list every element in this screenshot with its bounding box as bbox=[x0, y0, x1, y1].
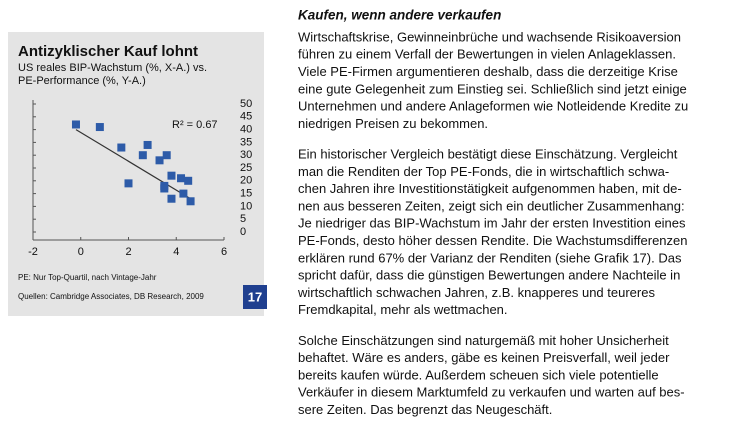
article-line: sere Zeiten. Das begrenzt das Neugeschäf… bbox=[298, 402, 552, 417]
article-line: man die Renditen der Top PE-Fonds, die i… bbox=[298, 164, 669, 179]
article-line: spricht dafür, dass die günstigen Bewert… bbox=[298, 268, 680, 283]
annotation: R² = 0.67 bbox=[172, 119, 218, 131]
trendline bbox=[75, 129, 191, 200]
article-line: führen zu einem Verfall der Bewertungen … bbox=[298, 47, 676, 62]
y-tick-label: 10 bbox=[240, 200, 252, 212]
article-line: Ein historischer Vergleich bestätigt die… bbox=[298, 147, 678, 162]
point bbox=[177, 174, 186, 183]
y-tick-label: 50 bbox=[240, 98, 252, 110]
article-line: nen aus besseren Zeiten, zeigt sich ein … bbox=[298, 198, 685, 213]
x-tick-label: 0 bbox=[78, 246, 84, 258]
article-line: niedrigen Preisen zu bekommen. bbox=[298, 116, 488, 131]
point bbox=[155, 156, 164, 165]
article-line: chen Jahren ihre Investitionstätigkeit a… bbox=[298, 181, 682, 196]
x-tick-label: 4 bbox=[173, 246, 179, 258]
chart-title: Antizyklischer Kauf lohnt bbox=[18, 43, 198, 60]
point bbox=[138, 151, 147, 160]
article-line: Fremdkapital, mehr als wettmachen. bbox=[298, 302, 508, 317]
point bbox=[186, 197, 195, 206]
chart-note: PE: Nur Top-Quartil, nach Vintage-Jahr bbox=[18, 273, 157, 282]
article-heading: Kaufen, wenn andere verkaufen bbox=[298, 8, 501, 23]
article-line: Je niedriger das BIP-Wachstum im Jahr de… bbox=[298, 216, 686, 231]
point bbox=[95, 123, 104, 132]
figure-number-box bbox=[243, 285, 267, 309]
article-line: Solche Einschätzungen sind naturgemäß mi… bbox=[298, 333, 669, 348]
chart-source: Quellen: Cambridge Associates, DB Resear… bbox=[18, 292, 204, 301]
point bbox=[167, 194, 176, 203]
chart-subtitle: PE-Performance (%, Y-A.) bbox=[18, 75, 146, 87]
figure-number: 17 bbox=[248, 289, 262, 304]
y-tick-label: 35 bbox=[240, 136, 252, 148]
article-line: Verkäufer in diesem Marktumfeld zu verka… bbox=[298, 385, 685, 400]
point bbox=[143, 140, 152, 149]
y-tick-label: 45 bbox=[240, 111, 252, 123]
article-line: erklären rund 67% der Varianz der Rendit… bbox=[298, 250, 682, 265]
point bbox=[160, 184, 169, 193]
article-line: Wirtschaftskrise, Gewinneinbrüche und wa… bbox=[298, 29, 681, 44]
article-line: eine gute Gelegenheit zum Einstieg sei. … bbox=[298, 81, 687, 96]
chart-panel bbox=[8, 32, 264, 316]
article-line: behaftet. Wäre es anders, gäbe es keinen… bbox=[298, 350, 670, 365]
article-line: Unternehmen und andere Anlageformen wie … bbox=[298, 99, 688, 114]
y-tick-label: 30 bbox=[240, 149, 252, 161]
x-tick-label: -2 bbox=[28, 246, 38, 258]
chart-subtitle: US reales BIP-Wachstum (%, X-A.) vs. bbox=[18, 62, 207, 74]
article-line: Viele PE-Firmen argumentieren deshalb, d… bbox=[298, 64, 678, 79]
point bbox=[184, 176, 193, 185]
x-tick-label: 6 bbox=[221, 246, 227, 258]
point bbox=[179, 189, 188, 198]
point bbox=[117, 143, 126, 152]
point bbox=[124, 179, 133, 188]
point bbox=[167, 171, 176, 180]
point bbox=[162, 151, 171, 160]
x-tick-label: 2 bbox=[125, 246, 131, 258]
y-tick-label: 5 bbox=[240, 213, 246, 225]
article-line: bereits kaufen würde. Außerdem scheuen s… bbox=[298, 367, 659, 382]
y-tick-label: 20 bbox=[240, 175, 252, 187]
y-tick-label: 15 bbox=[240, 188, 252, 200]
y-tick-label: 40 bbox=[240, 124, 252, 136]
article-line: wirtschaftlich schwachen Jahren, z.B. kn… bbox=[297, 285, 655, 300]
article-line: PE-Fonds, desto höher dessen Rendite. Di… bbox=[298, 233, 688, 248]
y-tick-label: 25 bbox=[240, 162, 252, 174]
y-tick-label: 0 bbox=[240, 226, 246, 238]
point bbox=[71, 120, 80, 129]
